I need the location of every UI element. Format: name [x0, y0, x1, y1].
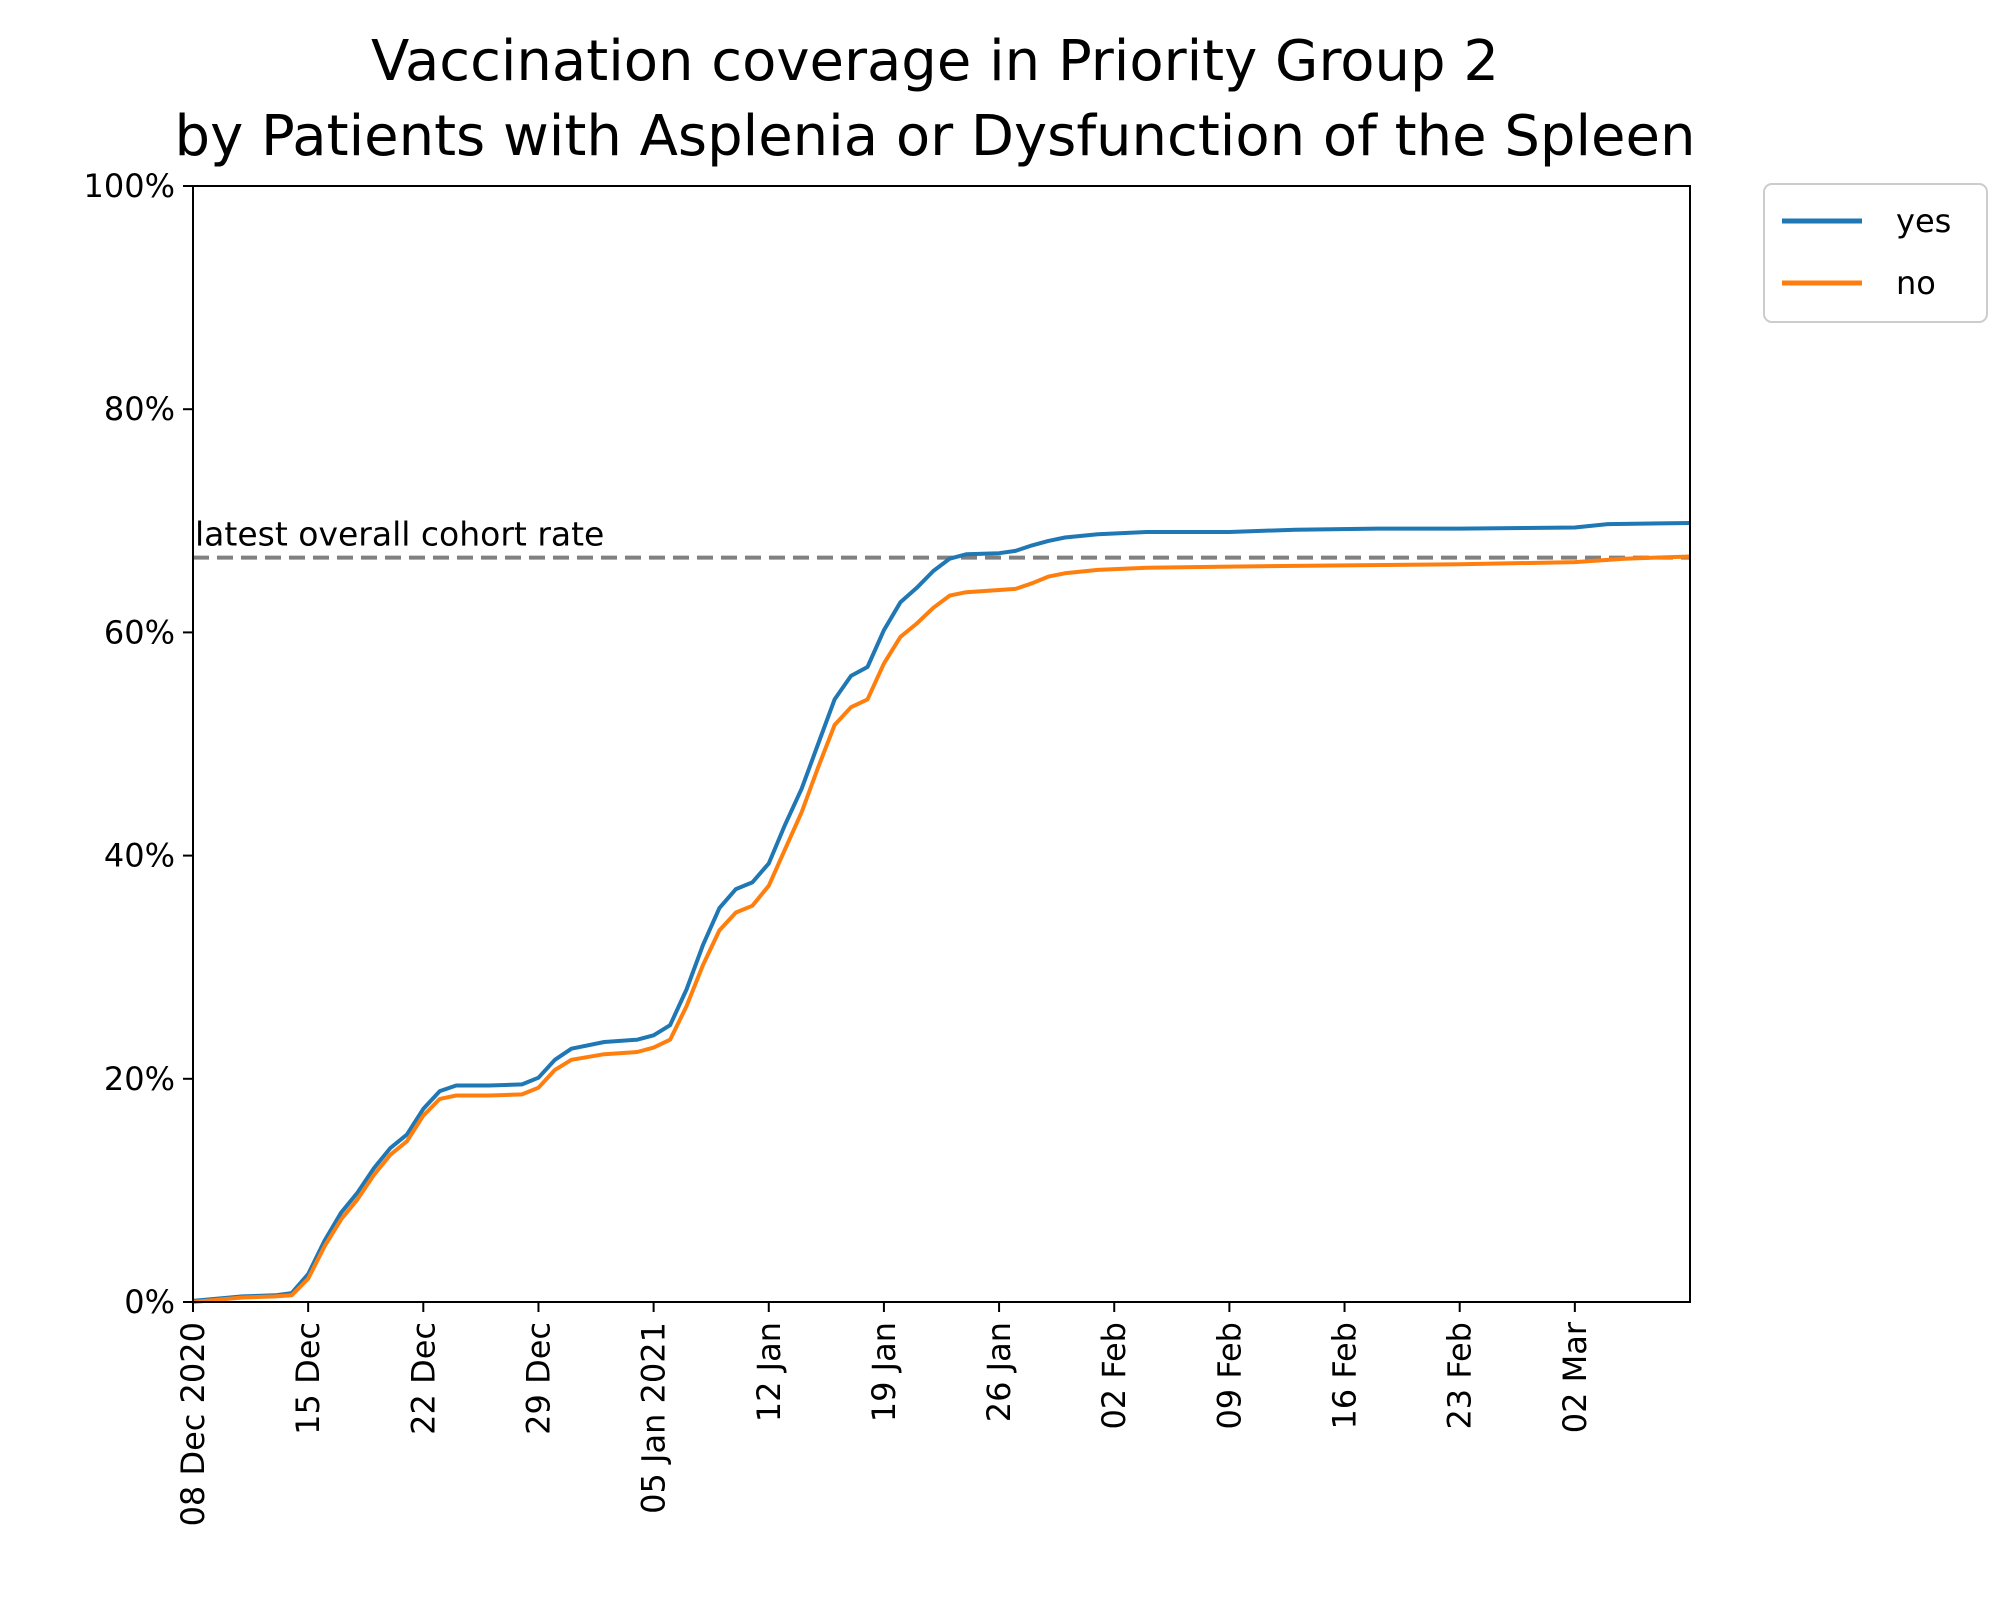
x-tick-label: 08 Dec 2020	[174, 1322, 212, 1526]
x-tick-label: 15 Dec	[289, 1322, 327, 1435]
y-tick-label: 100%	[84, 167, 175, 205]
x-tick-label: 05 Jan 2021	[635, 1322, 673, 1514]
plot-area-frame	[192, 185, 1691, 1303]
legend-box	[1763, 183, 1988, 323]
x-tick-label: 22 Dec	[404, 1322, 442, 1435]
y-tick-label: 40%	[104, 837, 175, 875]
x-axis: 08 Dec 2020 15 Dec 22 Dec 29 Dec 05 Jan 2021…	[174, 1302, 1594, 1526]
y-axis: 0% 20% 40% 60% 80% 100%	[84, 167, 193, 1321]
legend-label-no: no	[1896, 264, 1936, 302]
x-tick-label: 23 Feb	[1441, 1322, 1479, 1430]
x-tick-label: 26 Jan	[980, 1322, 1018, 1422]
y-tick-label: 80%	[104, 390, 175, 428]
x-tick-label: 19 Jan	[865, 1322, 903, 1422]
x-tick-label: 02 Feb	[1095, 1322, 1133, 1430]
y-tick-label: 0%	[124, 1283, 175, 1321]
reference-line-group: latest overall cohort rate	[193, 515, 1690, 560]
legend-label-yes: yes	[1896, 202, 1951, 240]
chart-subtitle: by Patients with Asplenia or Dysfunction…	[175, 104, 1696, 169]
y-tick-label: 60%	[104, 613, 175, 651]
x-tick-label: 02 Mar	[1556, 1321, 1594, 1433]
legend: yes no	[1763, 183, 1988, 323]
series-line-yes	[192, 521, 1691, 1303]
y-tick-label: 20%	[104, 1060, 175, 1098]
reference-line-label: latest overall cohort rate	[195, 515, 604, 554]
x-tick-label: 09 Feb	[1210, 1322, 1248, 1430]
series-line-no	[192, 554, 1691, 1304]
chart-title: Vaccination coverage in Priority Group 2	[371, 29, 1499, 94]
x-tick-label: 12 Jan	[750, 1322, 788, 1422]
x-tick-label: 29 Dec	[519, 1322, 557, 1435]
series-group	[192, 521, 1691, 1304]
x-tick-label: 16 Feb	[1326, 1322, 1364, 1430]
